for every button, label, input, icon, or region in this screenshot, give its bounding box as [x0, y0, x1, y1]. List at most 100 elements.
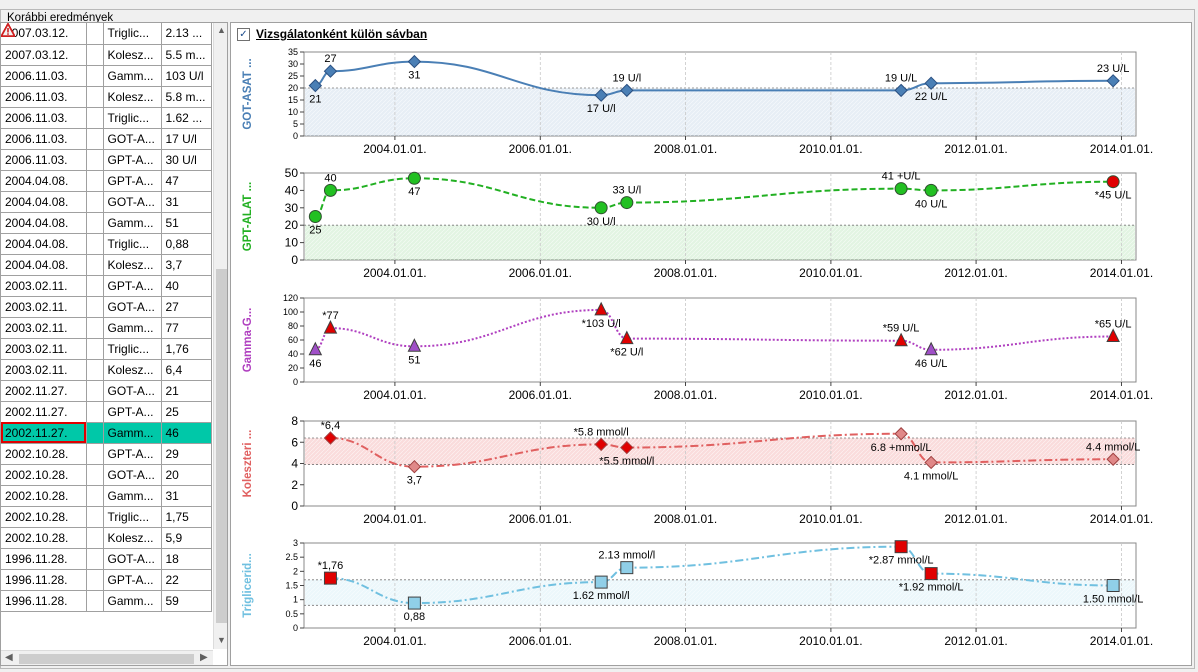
date-cell[interactable]: 2002.10.28.: [1, 485, 87, 507]
warning-cell[interactable]: [86, 191, 104, 213]
date-cell[interactable]: 2004.04.08.: [1, 233, 87, 255]
value-cell[interactable]: 30 U/l: [161, 149, 212, 171]
test-cell[interactable]: GPT-A...: [103, 443, 162, 465]
value-cell[interactable]: 40: [161, 275, 212, 297]
table-row[interactable]: 2004.04.08. Gamm... 51: [1, 212, 212, 234]
table-row[interactable]: 2004.04.08. Triglic... 0,88: [1, 233, 212, 255]
data-point[interactable]: [323, 319, 338, 334]
warning-cell[interactable]: [86, 254, 104, 276]
date-cell[interactable]: 2002.11.27.: [1, 401, 87, 423]
value-cell[interactable]: 1,76: [161, 338, 212, 360]
test-cell[interactable]: GPT-A...: [103, 170, 162, 192]
data-point[interactable]: [620, 196, 634, 210]
date-cell[interactable]: 2006.11.03.: [1, 107, 87, 129]
value-cell[interactable]: 31: [161, 191, 212, 213]
date-cell[interactable]: 2002.11.27.: [1, 380, 87, 402]
warning-cell[interactable]: [1, 23, 104, 360]
date-cell[interactable]: 1996.11.28.: [1, 548, 87, 570]
test-cell[interactable]: Kolesz...: [103, 359, 162, 381]
warning-cell[interactable]: [86, 380, 104, 402]
date-cell[interactable]: 2002.10.28.: [1, 506, 87, 528]
date-cell[interactable]: 2004.04.08.: [1, 212, 87, 234]
value-cell[interactable]: 5,9: [161, 527, 212, 549]
table-row[interactable]: 2006.11.03. Kolesz... 5.8 m...: [1, 23, 212, 108]
date-cell[interactable]: 2003.02.11.: [1, 338, 87, 360]
date-cell[interactable]: 2002.11.27.: [1, 422, 87, 444]
test-cell[interactable]: Kolesz...: [103, 254, 162, 276]
warning-cell[interactable]: [86, 506, 104, 528]
date-cell[interactable]: 2004.04.08.: [1, 254, 87, 276]
test-cell[interactable]: Gamm...: [103, 317, 162, 339]
warning-cell[interactable]: [1, 23, 104, 381]
date-cell[interactable]: 2006.11.03.: [1, 149, 87, 171]
warning-cell[interactable]: [86, 548, 104, 570]
warning-cell[interactable]: [86, 590, 104, 612]
horizontal-scrollbar[interactable]: ◀ ▶: [1, 650, 213, 665]
data-point[interactable]: [308, 210, 322, 223]
table-row[interactable]: 2004.04.08. GOT-A... 31: [1, 191, 212, 213]
test-cell[interactable]: GOT-A...: [103, 380, 162, 402]
data-point[interactable]: [924, 455, 938, 470]
table-row[interactable]: 2002.10.28. GPT-A... 29: [1, 443, 212, 465]
data-point[interactable]: [407, 171, 421, 185]
warning-cell[interactable]: [1, 23, 104, 339]
warning-cell[interactable]: [86, 401, 104, 423]
data-point[interactable]: [1106, 328, 1120, 342]
table-row[interactable]: 2002.11.27. GPT-A... 25: [1, 401, 212, 423]
data-point[interactable]: [894, 540, 908, 554]
table-row[interactable]: 2006.11.03. Triglic... 1.62 ...: [1, 107, 212, 129]
date-cell[interactable]: 2007.03.12.: [1, 23, 87, 45]
warning-cell[interactable]: [86, 107, 104, 129]
test-cell[interactable]: GPT-A...: [103, 275, 162, 297]
date-cell[interactable]: 2003.02.11.: [1, 296, 87, 318]
warning-cell[interactable]: [86, 485, 104, 507]
data-point[interactable]: [323, 571, 337, 585]
table-row[interactable]: 2003.02.11. Gamm... 77: [1, 23, 212, 339]
warning-cell[interactable]: [86, 422, 104, 444]
scroll-left-icon[interactable]: ◀: [5, 652, 13, 663]
test-cell[interactable]: GPT-A...: [103, 401, 162, 423]
value-cell[interactable]: 77: [161, 317, 212, 339]
data-point[interactable]: [924, 183, 938, 197]
test-cell[interactable]: Gamm...: [103, 485, 162, 507]
value-cell[interactable]: 3,7: [161, 254, 212, 276]
scroll-down-icon[interactable]: ▼: [217, 635, 226, 645]
separate-bands-checkbox[interactable]: ✓ Vizsgálatonként külön sávban: [237, 27, 427, 41]
data-point[interactable]: [924, 341, 938, 356]
data-point[interactable]: [308, 78, 323, 93]
data-point[interactable]: [620, 440, 634, 455]
data-point[interactable]: [924, 76, 938, 90]
data-point[interactable]: [620, 330, 634, 345]
table-row[interactable]: 2007.03.12. Kolesz... 5.5 m...: [1, 23, 212, 66]
data-point[interactable]: [407, 54, 422, 69]
date-cell[interactable]: 2002.10.28.: [1, 443, 87, 465]
date-cell[interactable]: 2003.02.11.: [1, 275, 87, 297]
test-cell[interactable]: Kolesz...: [103, 86, 162, 108]
value-cell[interactable]: 25: [161, 401, 212, 423]
data-point[interactable]: [594, 201, 608, 215]
data-point[interactable]: [323, 431, 338, 445]
warning-cell[interactable]: [86, 233, 104, 255]
value-cell[interactable]: 2.13 ...: [161, 23, 212, 45]
table-row[interactable]: 2003.02.11. GOT-A... 27: [1, 296, 212, 318]
date-cell[interactable]: 2003.02.11.: [1, 359, 87, 381]
warning-cell[interactable]: [86, 296, 104, 318]
value-cell[interactable]: 59: [161, 590, 212, 612]
test-cell[interactable]: Kolesz...: [103, 44, 162, 66]
table-row[interactable]: 2002.10.28. Triglic... 1,75: [1, 506, 212, 528]
value-cell[interactable]: 103 U/l: [161, 65, 212, 87]
data-point[interactable]: [594, 88, 608, 102]
value-cell[interactable]: 22: [161, 569, 212, 591]
table-row[interactable]: 2006.11.03. GOT-A... 17 U/l: [1, 128, 212, 150]
warning-cell[interactable]: [86, 149, 104, 171]
value-cell[interactable]: 51: [161, 212, 212, 234]
value-cell[interactable]: 21: [161, 380, 212, 402]
date-cell[interactable]: 1996.11.28.: [1, 569, 87, 591]
test-cell[interactable]: Gamm...: [103, 212, 162, 234]
data-point[interactable]: [924, 567, 938, 581]
table-row[interactable]: 2004.04.08. Kolesz... 3,7: [1, 254, 212, 276]
scroll-up-icon[interactable]: ▲: [217, 25, 226, 35]
data-point[interactable]: [594, 437, 608, 452]
table-row[interactable]: 2002.10.28. Gamm... 31: [1, 485, 212, 507]
value-cell[interactable]: 27: [161, 296, 212, 318]
